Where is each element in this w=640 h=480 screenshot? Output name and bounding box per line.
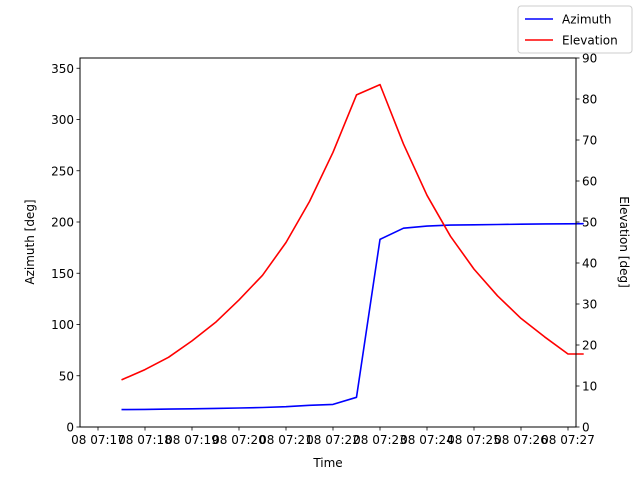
y-left-tick-label: 0 (66, 421, 74, 435)
y-left-tick-label: 50 (59, 369, 74, 383)
y-right-tick-label: 20 (582, 339, 597, 353)
x-axis-label: Time (312, 456, 342, 470)
x-tick-label: 08 07:17 (71, 433, 125, 447)
x-tick-label: 08 07:20 (212, 433, 266, 447)
y-right-tick-label: 80 (582, 93, 597, 107)
x-tick-label: 08 07:24 (400, 433, 454, 447)
x-tick-label: 08 07:26 (494, 433, 548, 447)
y-left-tick-label: 150 (51, 267, 74, 281)
y-right-tick-label: 90 (582, 52, 597, 66)
y-axis-label-left: Azimuth [deg] (23, 199, 37, 284)
x-tick-label: 08 07:19 (165, 433, 219, 447)
y-left-tick-label: 300 (51, 113, 74, 127)
legend-label-azimuth: Azimuth (562, 13, 611, 27)
legend-label-elevation: Elevation (562, 34, 618, 48)
y-axis-label-right: Elevation [deg] (617, 196, 631, 288)
series-line-elevation (121, 83, 584, 381)
y-left-tick-label: 350 (51, 62, 74, 76)
y-left-tick-label: 200 (51, 216, 74, 230)
y-right-tick-label: 60 (582, 175, 597, 189)
x-tick-label: 08 07:18 (118, 433, 172, 447)
x-tick-label: 08 07:22 (306, 433, 360, 447)
x-tick-label: 08 07:25 (447, 433, 501, 447)
x-tick-label: 08 07:21 (259, 433, 313, 447)
x-tick-label: 08 07:27 (541, 433, 595, 447)
legend: Azimuth Elevation (517, 5, 633, 54)
y-right-tick-label: 30 (582, 298, 597, 312)
x-tick-label: 08 07:23 (353, 433, 407, 447)
y-right-tick-label: 10 (582, 380, 597, 394)
y-left-tick-label: 100 (51, 318, 74, 332)
y-right-tick-label: 40 (582, 257, 597, 271)
y-right-tick-label: 0 (582, 421, 590, 435)
plot-frame (79, 57, 577, 428)
y-right-tick-label: 50 (582, 216, 597, 230)
legend-box (517, 5, 633, 54)
y-left-tick-label: 250 (51, 164, 74, 178)
y-right-tick-label: 70 (582, 134, 597, 148)
series-line-azimuth (121, 222, 584, 411)
